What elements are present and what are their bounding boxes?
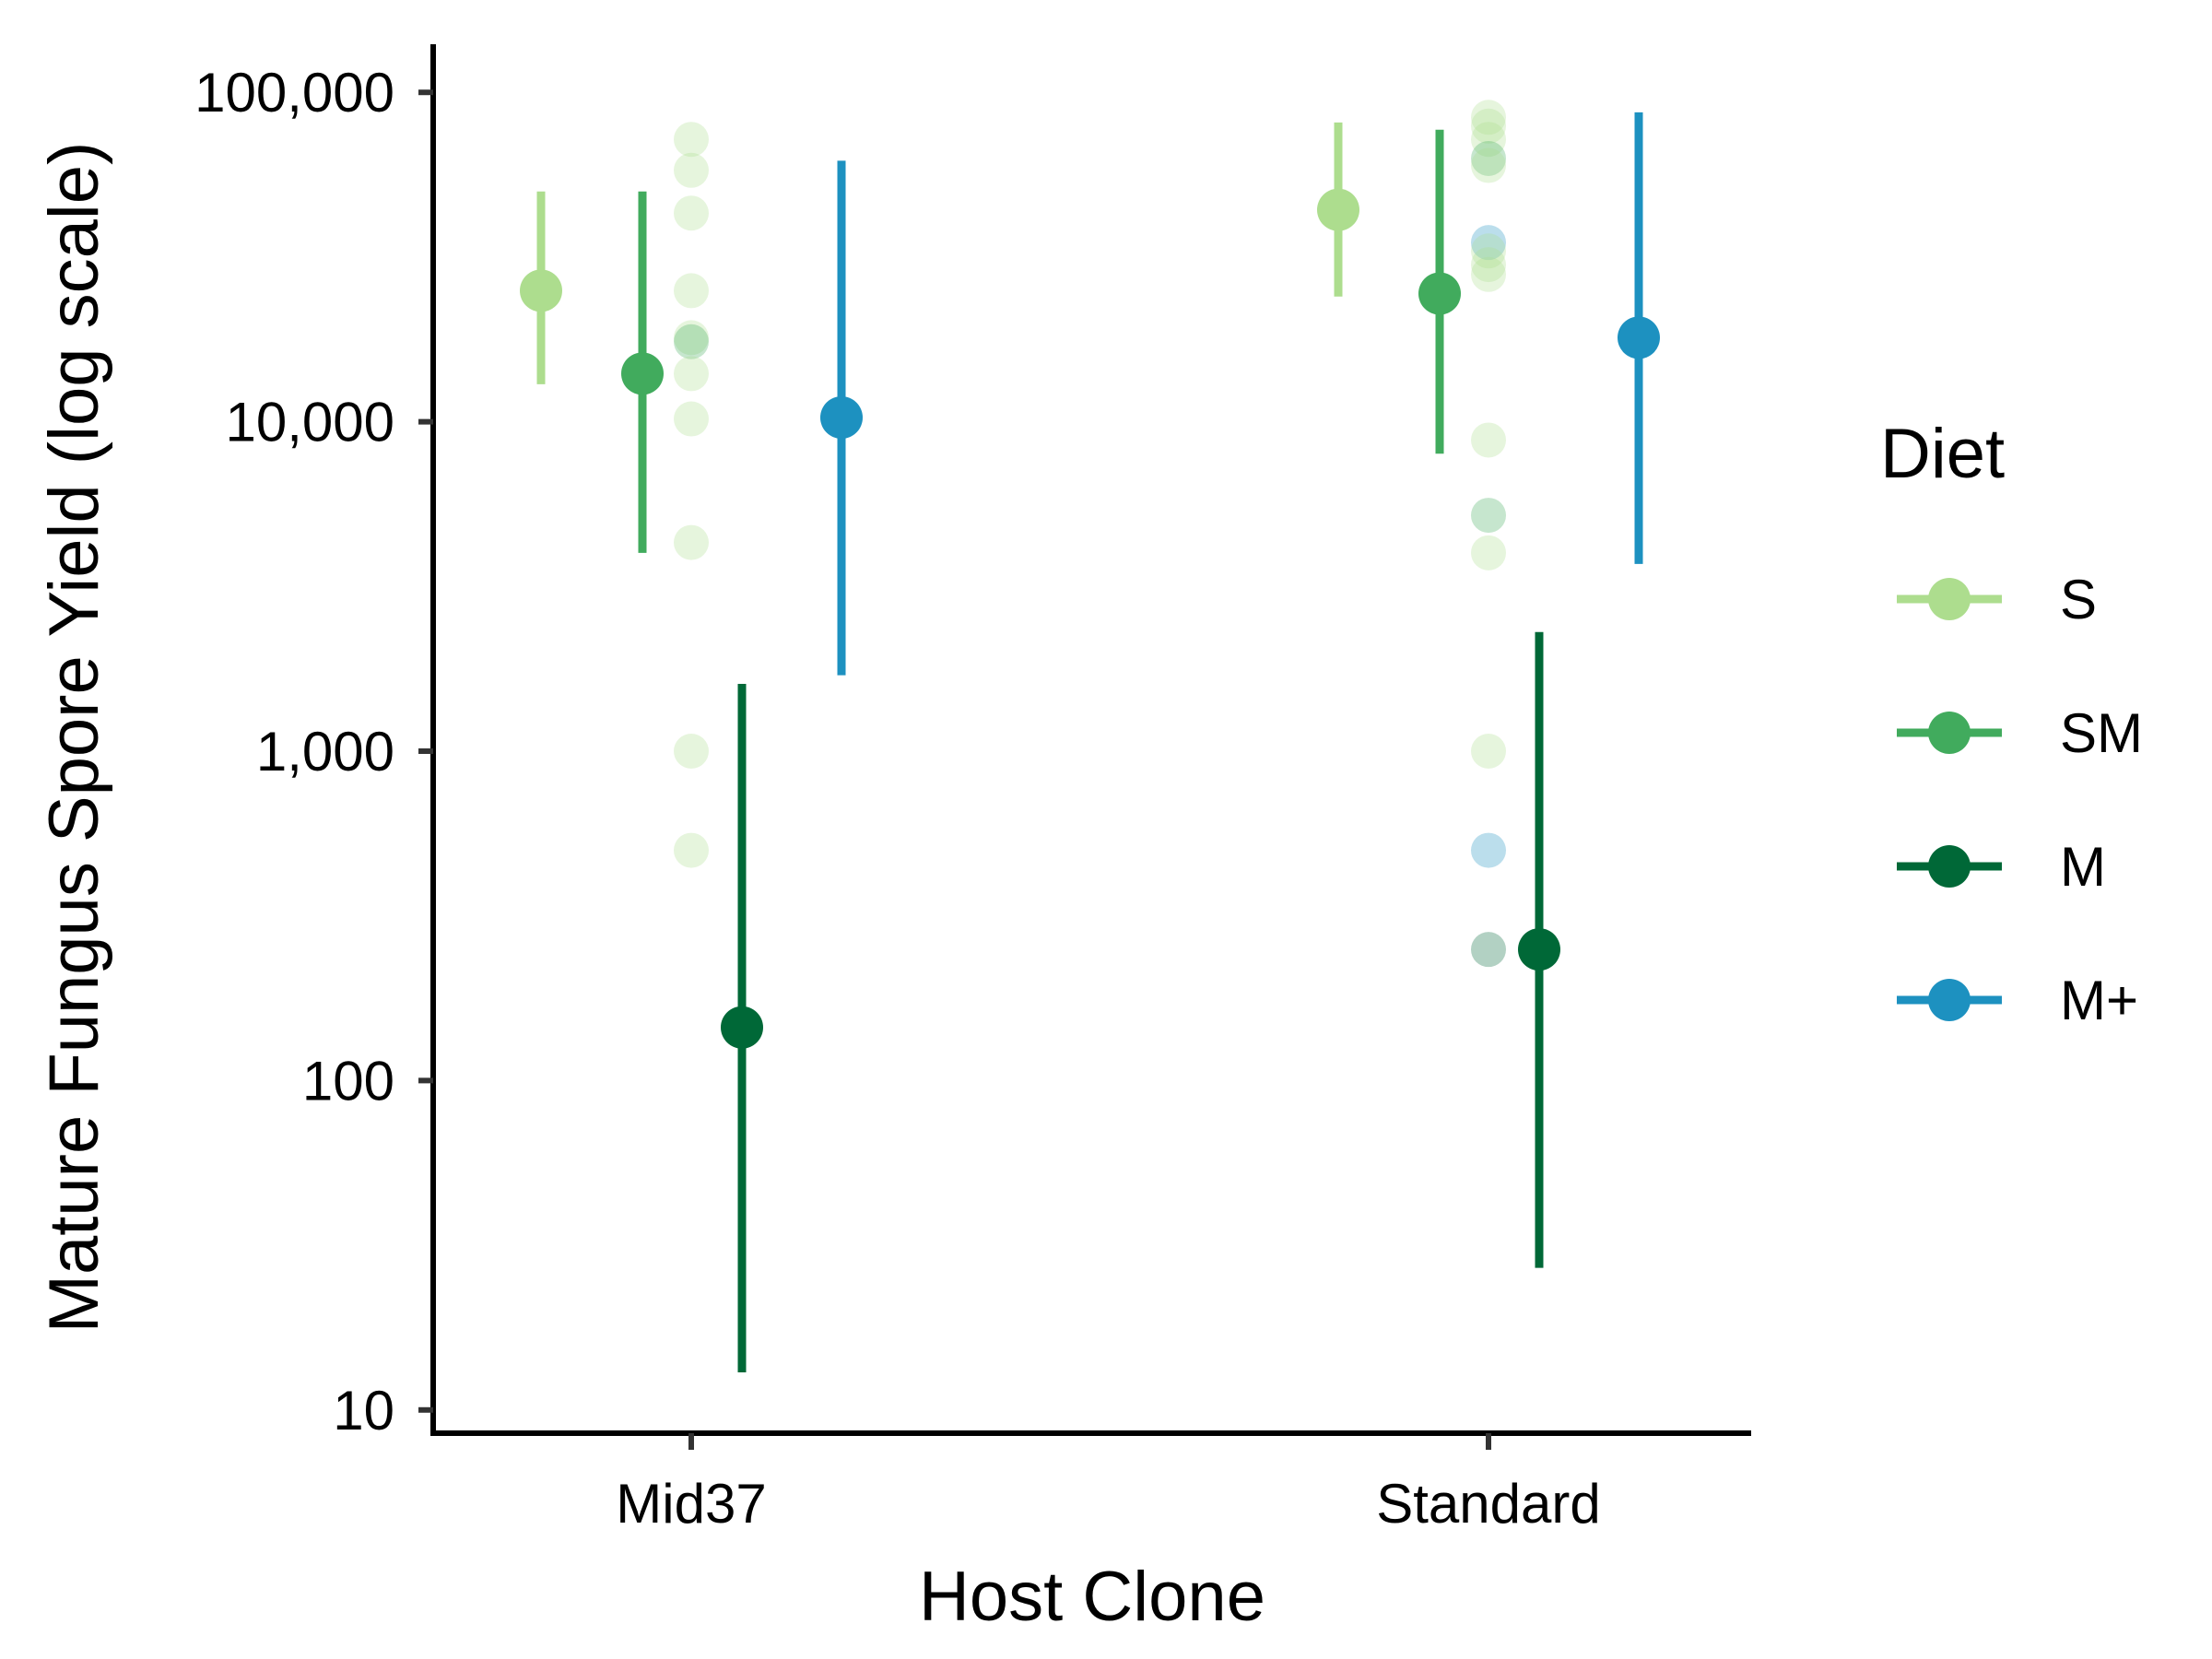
raw-point: [674, 733, 709, 769]
raw-point: [1471, 498, 1506, 534]
mean-point: [1518, 928, 1560, 971]
raw-point: [1471, 256, 1506, 292]
raw-point: [1471, 247, 1506, 283]
mean-point: [520, 269, 562, 312]
raw-point: [1471, 422, 1506, 458]
legend-item: SM: [1897, 702, 2143, 764]
mean-point: [820, 396, 863, 440]
x-axis-title: Host Clone: [919, 1558, 1265, 1636]
raw-point: [674, 273, 709, 309]
legend-label: M: [2060, 836, 2106, 898]
raw-point: [1471, 225, 1506, 261]
legend-label: S: [2060, 569, 2097, 630]
raw-point: [1471, 100, 1506, 135]
y-tick-label: 100,000: [194, 62, 394, 124]
mean-point: [1418, 272, 1461, 315]
raw-point: [1471, 140, 1506, 176]
legend-item: M: [1897, 836, 2106, 898]
mean-point: [1317, 188, 1359, 231]
raw-point: [674, 195, 709, 231]
raw-point: [1471, 832, 1506, 868]
mean-point: [721, 1006, 763, 1049]
legend-item: S: [1897, 569, 2097, 630]
y-tick-label: 100: [302, 1050, 394, 1112]
legend-label: SM: [2060, 702, 2143, 764]
y-axis-title: Mature Fungus Spore Yield (log scale): [35, 142, 113, 1334]
series-M+: [820, 112, 1660, 676]
raw-point: [1471, 122, 1506, 158]
series-SM: [621, 129, 1461, 553]
legend-key-point: [1928, 979, 1971, 1021]
raw-point: [1471, 233, 1506, 269]
raw-point: [1471, 108, 1506, 144]
raw-points-layer: [674, 100, 1506, 968]
raw-point: [674, 122, 709, 158]
raw-point: [674, 524, 709, 560]
x-tick-label: Standard: [1376, 1473, 1601, 1535]
legend-title: Diet: [1880, 415, 2005, 493]
raw-point: [674, 832, 709, 868]
raw-point: [1471, 932, 1506, 968]
x-tick-label: Mid37: [616, 1473, 766, 1535]
raw-point: [1471, 535, 1506, 571]
raw-point: [674, 320, 709, 356]
legend-item: M+: [1897, 970, 2138, 1031]
x-ticks: Mid37 Standard: [616, 1433, 1601, 1535]
mean-point: [1618, 316, 1660, 359]
legend-key-point: [1928, 712, 1971, 754]
legend: Diet S SM M M+: [1880, 415, 2143, 1031]
series-layer: [520, 112, 1660, 1373]
y-tick-label: 1,000: [256, 721, 394, 782]
raw-point: [674, 152, 709, 188]
y-tick-label: 10: [333, 1380, 394, 1441]
legend-label: M+: [2060, 970, 2138, 1031]
y-ticks: 10 100 1,000 10,000 100,000: [194, 62, 433, 1441]
raw-point: [674, 324, 709, 359]
legend-key-point: [1928, 845, 1971, 888]
raw-point: [674, 356, 709, 392]
raw-point: [674, 401, 709, 437]
series-M: [721, 631, 1560, 1373]
y-tick-label: 10,000: [225, 392, 394, 453]
legend-key-point: [1928, 578, 1971, 620]
mean-point: [621, 352, 664, 395]
raw-point: [1471, 733, 1506, 769]
raw-point: [1471, 147, 1506, 183]
series-S: [520, 122, 1359, 384]
